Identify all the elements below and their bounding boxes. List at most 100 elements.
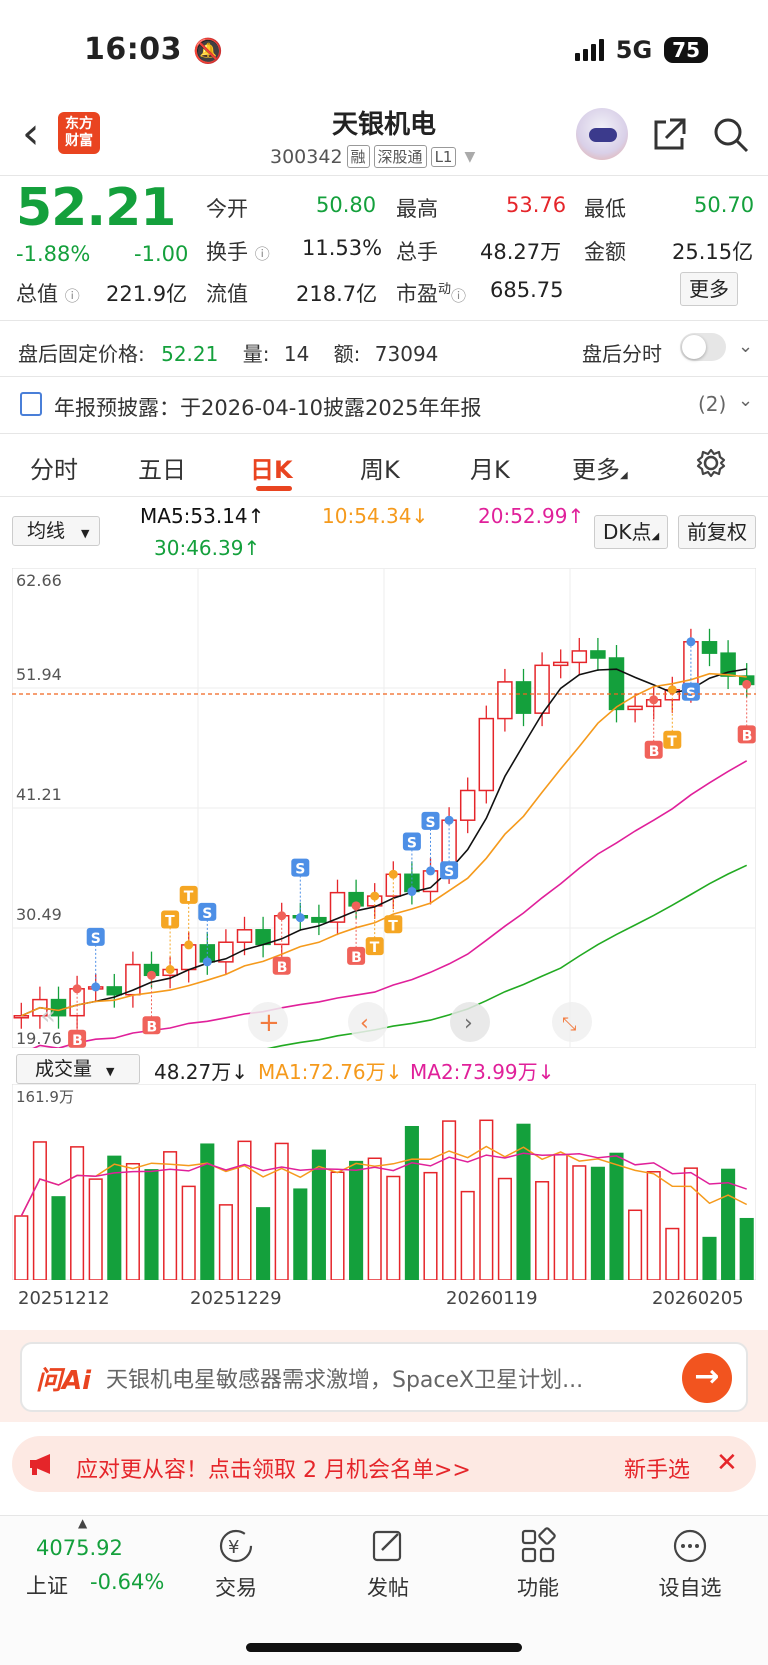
volume-type-select[interactable]: 成交量 ▼ <box>16 1054 140 1084</box>
promo-newbie-text[interactable]: 新手选 <box>624 1458 691 1483</box>
open-label: 今开 <box>206 197 248 221</box>
marker-badge[interactable] <box>291 858 310 877</box>
marker-badge[interactable] <box>440 861 459 880</box>
candle-body <box>552 661 569 667</box>
marker-badge[interactable] <box>644 740 663 759</box>
ma-type-select[interactable]: 均线 ▼ <box>12 516 100 546</box>
marker-badge[interactable] <box>198 902 217 921</box>
volume-bar <box>218 1204 233 1280</box>
nav-add-watchlist[interactable]: 设自选 <box>640 1526 740 1602</box>
divider <box>0 175 768 176</box>
trade-icon: ¥ <box>219 1529 253 1563</box>
marker-label: T <box>165 913 175 929</box>
back-button[interactable]: ‹ <box>22 108 40 159</box>
marker-label: B <box>147 1019 158 1035</box>
marker-label: S <box>202 906 212 922</box>
volume-bar <box>460 1190 475 1280</box>
turnover-label[interactable]: 换手 ⓘ <box>206 236 270 266</box>
tab-more[interactable]: 更多◢ <box>572 456 628 484</box>
y-label-min: 19.76 <box>16 1029 62 1048</box>
nav-add-watchlist-label: 设自选 <box>658 1576 722 1600</box>
nav-post[interactable]: 发帖 <box>338 1526 438 1602</box>
marker-badge[interactable] <box>68 1029 87 1048</box>
marker-badge[interactable] <box>681 682 700 701</box>
double-left-icon[interactable]: « <box>40 1001 56 1031</box>
nav-trade[interactable]: ¥ 交易 <box>186 1526 286 1602</box>
marker-badge[interactable] <box>272 956 291 975</box>
index-change[interactable]: -0.64% <box>90 1570 165 1594</box>
index-value[interactable]: 4075.92 <box>36 1536 123 1560</box>
marker-label: B <box>649 744 660 760</box>
volume-bar <box>665 1227 680 1280</box>
promo-text[interactable]: 应对更从容！点击领取 2 月机会名单>> <box>76 1458 471 1483</box>
marker-badge[interactable] <box>402 832 421 851</box>
adjust-price-button[interactable]: 前复权 <box>678 515 756 549</box>
chevron-down-icon[interactable]: ⌄ <box>738 336 754 357</box>
dk-point-label: DK点 <box>603 520 652 544</box>
marker-badge[interactable] <box>142 1016 161 1035</box>
vol-ma2-value: MA2:73.99万 <box>410 1060 538 1084</box>
marker-badge[interactable] <box>86 927 105 946</box>
zoom-in-icon[interactable] <box>248 1002 288 1042</box>
volume-bar <box>609 1152 624 1280</box>
nav-functions[interactable]: 功能 <box>488 1526 588 1602</box>
fullscreen-glyph: ⤡ <box>562 1014 576 1035</box>
volume-legend: 48.27万↓ <box>154 1060 249 1084</box>
y-label-2: 51.94 <box>16 665 62 684</box>
chevron-down-icon[interactable]: ⌄ <box>738 390 754 411</box>
notice-count[interactable]: (2) <box>698 392 727 416</box>
arrow-right-icon[interactable]: → <box>682 1353 732 1403</box>
after-hours-toggle[interactable] <box>680 333 726 361</box>
marker-badge[interactable] <box>384 915 403 934</box>
marker-badge[interactable] <box>161 910 180 929</box>
gear-icon[interactable] <box>696 448 726 478</box>
volume-bar <box>423 1171 438 1280</box>
dk-point-button[interactable]: DK点◢ <box>594 515 669 549</box>
annual-report-notice[interactable]: 年报预披露：于2026-04-10披露2025年年报 <box>54 396 482 420</box>
close-icon[interactable]: ✕ <box>716 1448 738 1478</box>
tab-five-day[interactable]: 五日 <box>138 456 186 484</box>
status-time-text: 16:03 <box>84 32 182 67</box>
promo-banner[interactable] <box>12 1436 756 1492</box>
ma30-value: 30:46.39 <box>154 536 244 560</box>
marker-badge[interactable] <box>663 730 682 749</box>
tab-daily-k[interactable]: 日K <box>250 456 293 484</box>
pan-right-icon[interactable] <box>450 1002 490 1042</box>
pan-left-icon[interactable] <box>348 1002 388 1042</box>
marker-badge[interactable] <box>365 937 384 956</box>
volume-lines-group <box>20 1145 748 1217</box>
marker-dot <box>295 913 305 923</box>
stock-subtitle[interactable]: 300342 融 深股通 L1 ▼ <box>270 145 475 168</box>
marker-label: T <box>667 734 677 750</box>
more-quote-button[interactable]: 更多 <box>680 272 738 306</box>
after-hours-qty-label: 量: <box>242 342 270 366</box>
pe-label[interactable]: 市盈动ⓘ <box>396 278 466 308</box>
marker-badge[interactable] <box>347 946 366 965</box>
search-icon[interactable] <box>712 116 750 154</box>
marker-badge[interactable] <box>421 811 440 830</box>
low-value: 50.70 <box>694 193 755 217</box>
volume-bar <box>107 1155 122 1280</box>
volume-frame <box>12 1084 756 1280</box>
tab-monthly-k[interactable]: 月K <box>470 456 510 484</box>
marker-label: B <box>72 1033 83 1048</box>
app-logo-text: 东方财富 <box>65 116 93 149</box>
ai-question-box[interactable] <box>20 1342 748 1412</box>
tab-weekly-k[interactable]: 周K <box>360 456 400 484</box>
share-icon[interactable] <box>650 116 688 154</box>
fullscreen-icon[interactable] <box>552 1002 592 1042</box>
mktcap-label[interactable]: 总值 ⓘ <box>16 278 80 308</box>
network-label: 5G <box>615 36 653 64</box>
index-name[interactable]: 上证 <box>26 1574 68 1598</box>
ai-suggestion-text[interactable]: 天银机电星敏感器需求激增，SpaceX卫星计划... <box>106 1368 584 1393</box>
volume-bars-group <box>14 1119 754 1280</box>
volume-chart[interactable]: 161.9万 <box>12 1084 756 1280</box>
marker-badge[interactable] <box>179 885 198 904</box>
marker-dot <box>370 891 380 901</box>
candle-body <box>608 657 625 711</box>
tab-intraday[interactable]: 分时 <box>30 456 78 484</box>
volume-bar <box>349 1160 364 1280</box>
marker-badge[interactable] <box>737 725 756 744</box>
